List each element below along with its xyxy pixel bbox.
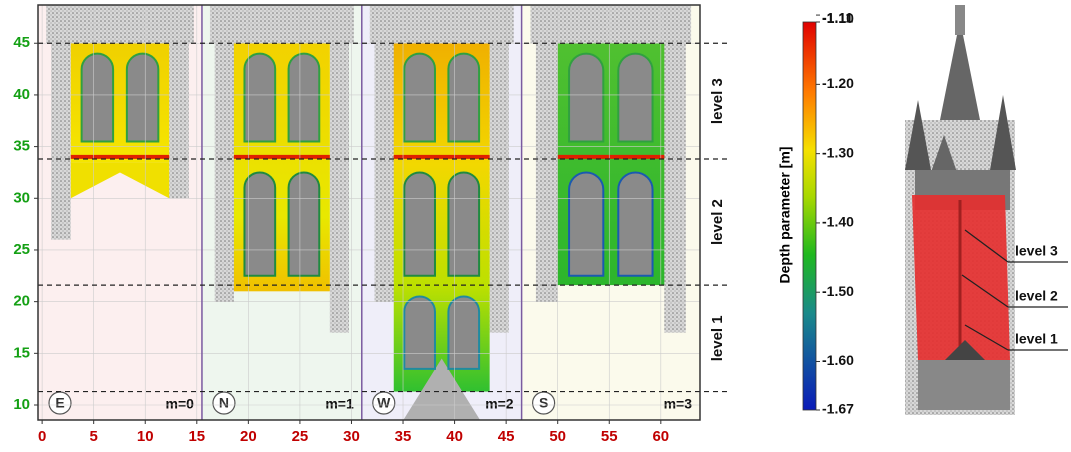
y-tick-label: 40: [13, 86, 30, 103]
plot-frame: [37, 4, 701, 421]
facade-color: [70, 162, 170, 199]
level-band: [70, 154, 170, 159]
y-tick-label: 20: [13, 293, 30, 310]
tower-label: level 1: [1015, 331, 1058, 347]
level-label: level 2: [709, 199, 726, 245]
colorbar-tick-label: -1.50: [822, 283, 854, 299]
buttress: [214, 5, 234, 302]
y-tick-label: 25: [13, 241, 30, 258]
x-tick-label: 60: [652, 428, 669, 445]
buttress: [535, 5, 558, 302]
tower-label: level 2: [1015, 288, 1058, 304]
panel-m: m=3: [664, 396, 693, 412]
level-band: [557, 154, 665, 159]
level-band: [393, 154, 490, 159]
panel-label: S: [539, 395, 548, 411]
tower-label: level 3: [1015, 243, 1058, 259]
colorbar-tick-label: -1.67: [822, 401, 854, 417]
panel-label: E: [55, 395, 64, 411]
buttress: [329, 5, 349, 333]
colorbar-tick-label: -1.40: [822, 214, 854, 230]
leader-line: [964, 229, 1009, 263]
colorbar-tick-label: -1.60: [822, 352, 854, 368]
colorbar-scale: [802, 21, 817, 411]
window: [617, 52, 654, 143]
leader-line: [964, 324, 1009, 351]
x-tick-label: 25: [292, 428, 309, 445]
window: [125, 52, 160, 143]
x-tick-label: 20: [240, 428, 257, 445]
colorbar-tick-label: -1.11: [822, 10, 853, 26]
colorbar-tick-label: -1.10: [822, 10, 854, 26]
x-tick-label: 10: [137, 428, 154, 445]
portal: [403, 358, 481, 420]
window: [403, 295, 436, 370]
y-tick-label: 45: [13, 34, 30, 51]
window: [447, 52, 481, 143]
window: [617, 171, 654, 277]
colorbar-label: Depth parameter [m]: [777, 147, 793, 284]
colorbar: Depth parameter [m] -1.11-1.10 -1.20 -1.30…: [777, 10, 854, 417]
y-tick-label: 15: [13, 344, 30, 361]
window: [568, 171, 605, 277]
panel-m: m=2: [485, 396, 514, 412]
y-tick-label: 10: [13, 396, 30, 413]
window: [568, 52, 605, 143]
y-tick-label: 35: [13, 138, 30, 155]
window: [403, 171, 436, 277]
buttress: [489, 5, 509, 333]
level-label: level 1: [709, 315, 726, 361]
window: [243, 171, 277, 277]
level-band: [233, 154, 330, 159]
window: [447, 171, 481, 277]
window: [243, 52, 277, 143]
window: [80, 52, 115, 143]
window: [447, 295, 481, 370]
tower-view: level 3 level 2 level 1: [905, 5, 1068, 415]
colorbar-tick-label: -1.30: [822, 144, 854, 160]
x-tick-label: 50: [549, 428, 566, 445]
y-tick-label: 30: [13, 189, 30, 206]
x-tick-label: 30: [343, 428, 360, 445]
x-tick-label: 55: [601, 428, 618, 445]
buttress: [664, 5, 686, 333]
panel-m: m=0: [166, 396, 195, 412]
leader-line: [961, 274, 1009, 308]
panel-label: W: [377, 395, 391, 411]
panel-label: N: [219, 395, 229, 411]
colorbar-tick-label: -1.20: [822, 75, 854, 91]
panel-m: m=1: [325, 396, 354, 412]
x-tick-label: 15: [188, 428, 205, 445]
x-tick-label: 35: [395, 428, 412, 445]
x-tick-label: 5: [90, 428, 98, 445]
x-tick-label: 45: [498, 428, 515, 445]
level-label: level 3: [709, 78, 726, 124]
x-tick-label: 0: [38, 428, 46, 445]
buttress: [169, 5, 189, 199]
buttress: [374, 5, 394, 302]
panel-badge: [212, 391, 236, 415]
window: [403, 52, 436, 143]
buttress: [51, 5, 71, 240]
window: [287, 171, 321, 277]
x-tick-label: 40: [446, 428, 463, 445]
window: [287, 52, 321, 143]
